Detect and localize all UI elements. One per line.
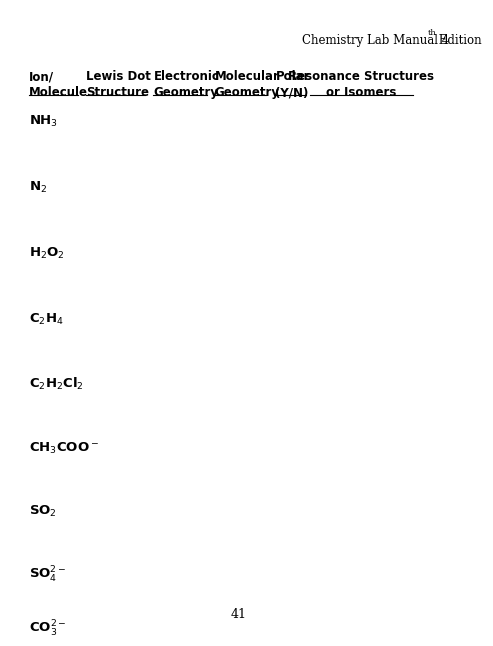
Text: C$_2$H$_4$: C$_2$H$_4$ [29, 312, 64, 328]
Text: Lewis Dot
Structure: Lewis Dot Structure [86, 70, 151, 99]
Text: 41: 41 [231, 609, 247, 621]
Text: C$_2$H$_2$Cl$_2$: C$_2$H$_2$Cl$_2$ [29, 376, 84, 392]
Text: th: th [428, 29, 437, 37]
Text: NH$_3$: NH$_3$ [29, 114, 58, 129]
Text: Resonance Structures
or Isomers: Resonance Structures or Isomers [288, 70, 434, 99]
Text: SO$_4^{2-}$: SO$_4^{2-}$ [29, 565, 67, 585]
Text: Polar
(Y/N): Polar (Y/N) [276, 70, 310, 99]
Text: Molecular
Geometry: Molecular Geometry [214, 70, 280, 99]
Text: N$_2$: N$_2$ [29, 180, 47, 195]
Text: H$_2$O$_2$: H$_2$O$_2$ [29, 246, 65, 261]
Text: CO$_3^{2-}$: CO$_3^{2-}$ [29, 619, 67, 639]
Text: Chemistry Lab Manual 4: Chemistry Lab Manual 4 [302, 34, 450, 47]
Text: CH$_3$COO$^-$: CH$_3$COO$^-$ [29, 441, 99, 456]
Text: Edition: Edition [435, 34, 482, 47]
Text: Ion/
Molecule: Ion/ Molecule [29, 70, 88, 99]
Text: SO$_2$: SO$_2$ [29, 504, 57, 519]
Text: Electronic
Geometry: Electronic Geometry [153, 70, 219, 99]
